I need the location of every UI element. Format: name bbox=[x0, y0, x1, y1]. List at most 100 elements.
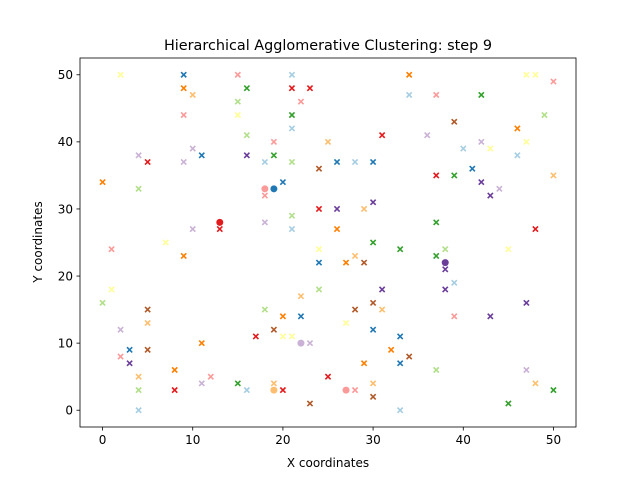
cross-point bbox=[288, 111, 296, 119]
x-tick-label: 40 bbox=[456, 433, 471, 447]
cross-point bbox=[469, 165, 476, 172]
cross-point bbox=[252, 333, 260, 340]
cross-point bbox=[514, 152, 521, 159]
cross-point bbox=[288, 212, 296, 219]
cross-point bbox=[243, 131, 251, 139]
cross-point bbox=[433, 219, 440, 226]
cross-point bbox=[369, 326, 377, 333]
cross-point bbox=[234, 71, 241, 78]
cross-point bbox=[433, 172, 440, 179]
cross-point bbox=[315, 259, 323, 266]
centroid-point bbox=[342, 386, 350, 394]
cross-point bbox=[369, 158, 377, 166]
cross-point bbox=[523, 138, 530, 146]
y-tick-label: 50 bbox=[58, 68, 73, 82]
cross-point bbox=[180, 71, 187, 78]
cross-point bbox=[433, 252, 440, 260]
cross-point bbox=[270, 380, 278, 387]
cross-point bbox=[180, 158, 187, 166]
cross-point bbox=[180, 85, 187, 92]
cross-point bbox=[189, 145, 196, 152]
cross-point bbox=[180, 111, 187, 119]
cross-point bbox=[333, 158, 341, 166]
cross-point bbox=[198, 380, 205, 387]
x-axis-label: X coordinates bbox=[287, 456, 369, 470]
cross-point bbox=[532, 380, 539, 387]
cross-point bbox=[297, 98, 305, 105]
cross-point bbox=[306, 85, 314, 92]
cross-point bbox=[369, 380, 377, 387]
cross-point bbox=[550, 386, 557, 394]
cross-point bbox=[396, 333, 404, 340]
x-axis: 0 10 20 30 40 50 bbox=[99, 427, 561, 447]
x-tick-label: 50 bbox=[546, 433, 561, 447]
cross-point bbox=[99, 299, 106, 307]
cross-point bbox=[342, 259, 350, 266]
cross-point bbox=[487, 192, 494, 199]
chart-title: Hierarchical Agglomerative Clustering: s… bbox=[164, 38, 492, 54]
cross-point bbox=[126, 360, 133, 367]
cross-point bbox=[315, 246, 323, 253]
cross-point bbox=[505, 246, 512, 253]
cross-point bbox=[523, 366, 530, 374]
cross-point bbox=[514, 125, 521, 132]
cross-point bbox=[243, 85, 251, 92]
y-tick-label: 0 bbox=[65, 404, 73, 418]
cross-point bbox=[297, 313, 305, 320]
cross-point bbox=[135, 373, 142, 380]
cross-point bbox=[180, 252, 187, 260]
centroid-point bbox=[216, 218, 224, 226]
cross-point bbox=[243, 152, 251, 159]
cross-point bbox=[369, 393, 377, 400]
cross-point bbox=[442, 286, 449, 293]
cross-point bbox=[306, 400, 314, 407]
cross-point bbox=[451, 313, 458, 320]
cross-point bbox=[171, 386, 178, 394]
y-tick-label: 10 bbox=[58, 336, 73, 350]
centroid-point bbox=[270, 185, 278, 193]
cross-point bbox=[550, 172, 557, 179]
cross-point bbox=[541, 111, 548, 119]
cross-point bbox=[478, 91, 485, 99]
cross-point bbox=[135, 152, 142, 159]
cross-point bbox=[144, 306, 151, 313]
cross-point bbox=[532, 225, 539, 233]
cross-point bbox=[442, 246, 449, 253]
cross-point bbox=[261, 158, 269, 166]
cross-point bbox=[288, 225, 296, 233]
cross-point bbox=[144, 346, 151, 354]
cross-point bbox=[117, 71, 124, 78]
cross-point bbox=[306, 339, 314, 347]
plot-frame bbox=[79, 57, 577, 428]
cross-point bbox=[478, 138, 485, 146]
cross-point bbox=[144, 158, 151, 166]
cross-point bbox=[532, 71, 539, 78]
cross-point bbox=[451, 172, 458, 179]
cross-point bbox=[396, 360, 404, 367]
cross-point bbox=[288, 125, 296, 132]
cross-point bbox=[189, 91, 196, 99]
cross-point bbox=[315, 165, 323, 172]
cross-point bbox=[333, 205, 341, 213]
points-layer bbox=[99, 71, 557, 414]
cross-point bbox=[279, 313, 287, 320]
cross-point bbox=[279, 333, 287, 340]
x-tick-label: 10 bbox=[185, 433, 200, 447]
cross-point bbox=[270, 138, 278, 146]
cross-point bbox=[378, 306, 386, 313]
cross-point bbox=[207, 373, 214, 380]
cross-point bbox=[108, 286, 115, 293]
cross-point bbox=[351, 306, 359, 313]
cross-point bbox=[279, 178, 287, 186]
cross-point bbox=[342, 319, 350, 327]
cross-point bbox=[216, 225, 223, 233]
cross-point bbox=[405, 353, 413, 360]
cross-point bbox=[505, 400, 512, 407]
cross-point bbox=[234, 111, 241, 119]
cross-point bbox=[324, 373, 332, 380]
cross-point bbox=[405, 71, 413, 78]
cross-point bbox=[288, 158, 296, 166]
cross-point bbox=[297, 293, 305, 300]
